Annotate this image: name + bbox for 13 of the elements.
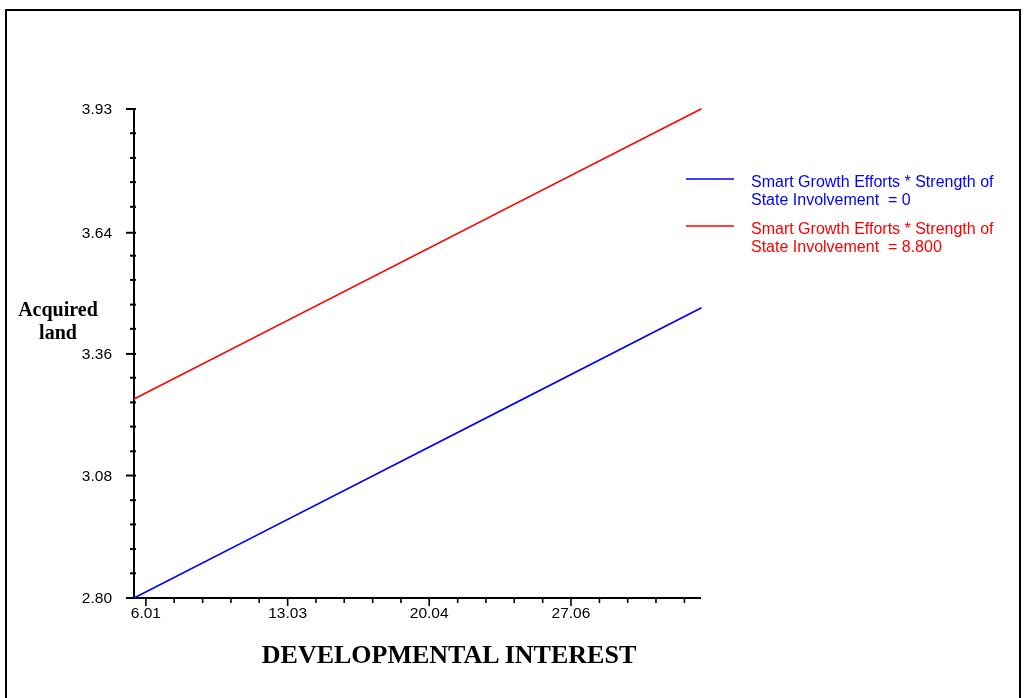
legend-label: Smart Growth Efforts * Strength of State Involvement = 0	[751, 173, 995, 208]
y-tick-label: 3.64	[81, 224, 113, 242]
x-tick-label: 20.04	[409, 604, 449, 621]
y-tick-label: 3.36	[81, 345, 112, 363]
y-tick-label: 3.08	[81, 466, 112, 484]
y-tick-label: 3.93	[81, 100, 112, 118]
y-tick-label: 2.80	[81, 589, 113, 607]
x-tick-label: 6.01	[130, 604, 161, 621]
legend-label: Smart Growth Efforts * Strength of State Involvement = 8.800	[751, 220, 995, 255]
x-axis-title: DEVELOPMENTAL INTEREST	[261, 640, 637, 669]
x-tick-label: 27.06	[551, 604, 591, 621]
y-axis-title: Acquired land	[18, 298, 98, 343]
x-tick-label: 13.03	[268, 604, 308, 621]
